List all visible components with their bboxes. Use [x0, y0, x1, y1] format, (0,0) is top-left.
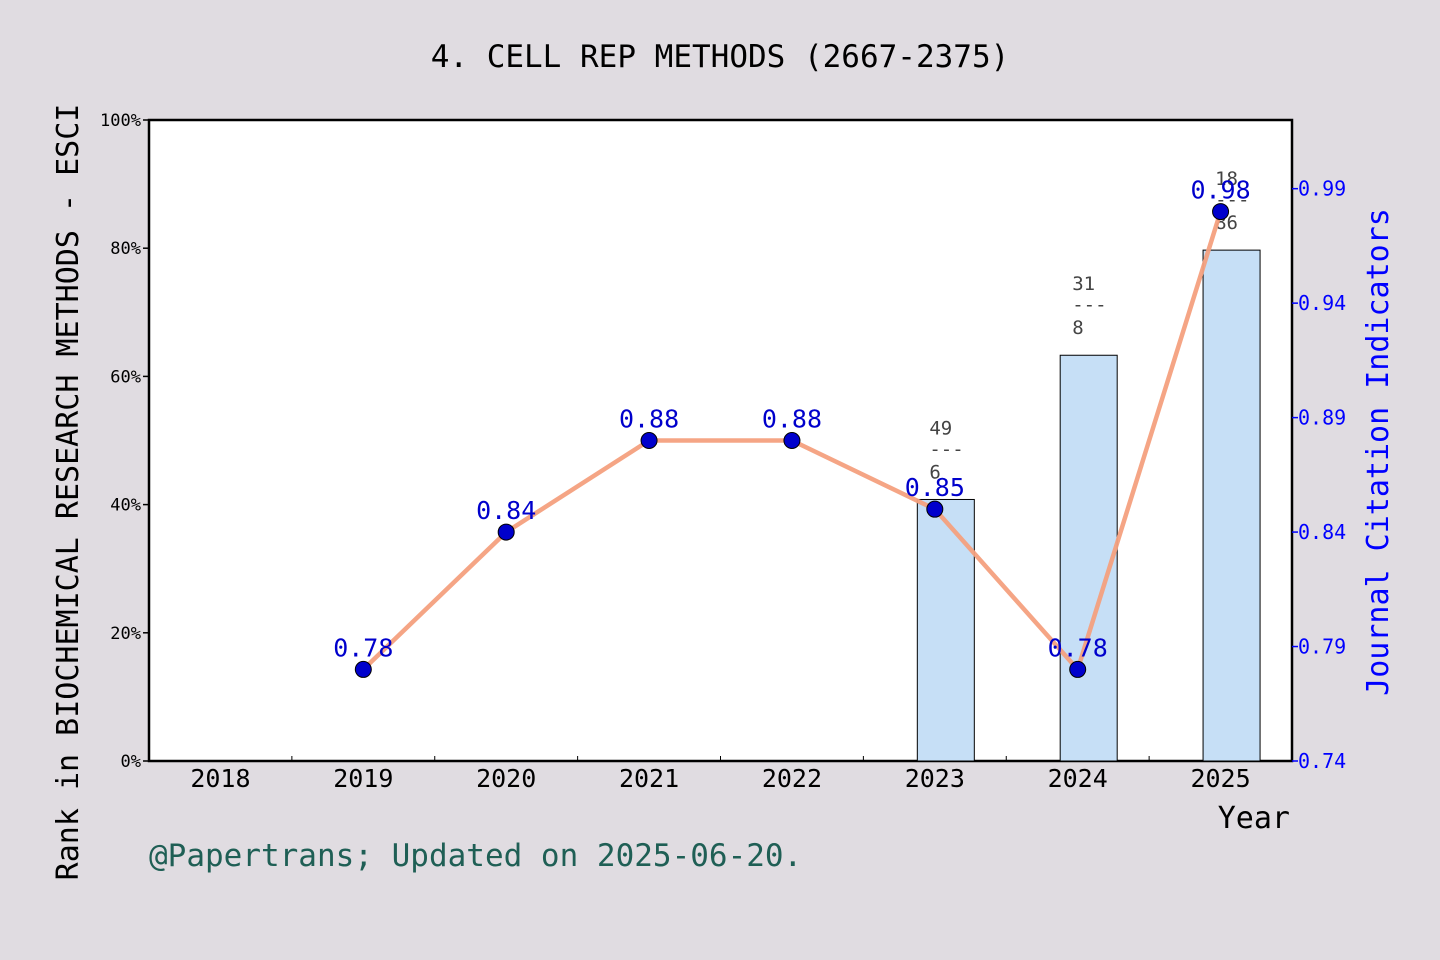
x-axis-tick-label: 2020: [476, 764, 536, 793]
rank-label-bottom: 6: [929, 461, 940, 483]
jci-marker-2023: [926, 500, 944, 518]
y-axis-label-left: Rank in BIOCHEMICAL RESEARCH METHODS - E…: [51, 104, 86, 881]
left-axis: 0% 20% 40% 60% 80% 100%: [100, 111, 149, 772]
jci-value-label: 0.98: [1190, 176, 1250, 205]
right-axis-tick-label: 0.94: [1298, 291, 1346, 315]
rank-label-top: 31: [1072, 273, 1095, 295]
jci-value-label: 0.88: [762, 405, 822, 434]
line-layer: 0.78 0.84 0.88 0.88 0.85 0.78 0.98: [333, 176, 1251, 678]
rank-label-bottom: 8: [1072, 317, 1083, 339]
x-axis-tick-label: 2019: [333, 764, 393, 793]
left-axis-tick-label: 20%: [110, 624, 141, 644]
bar-2025: [1202, 249, 1261, 762]
jci-marker-2022: [783, 432, 801, 449]
jci-value-label: 0.78: [333, 633, 393, 662]
x-axis: 2018 2019 2020 2021 2022 2023 2024 2025: [190, 756, 1251, 793]
jci-marker-2024: [1069, 660, 1087, 678]
x-axis-tick-label: 2018: [190, 764, 250, 793]
x-axis-label: Year: [1218, 801, 1290, 836]
left-axis-tick-label: 100%: [100, 111, 141, 131]
right-axis: 0.74 0.79 0.84 0.89 0.94 0.99: [1292, 177, 1346, 773]
right-axis-tick-label: 0.89: [1298, 406, 1346, 430]
right-axis-tick-label: 0.99: [1298, 177, 1346, 201]
jci-value-label: 0.88: [619, 405, 679, 434]
left-axis-tick-label: 40%: [110, 496, 141, 516]
jci-value-label: 0.84: [476, 496, 536, 525]
rank-label-top: 49: [929, 417, 952, 439]
jci-marker-2021: [640, 432, 658, 449]
x-axis-tick-label: 2024: [1048, 764, 1108, 793]
x-axis-tick-label: 2021: [619, 764, 679, 793]
right-axis-tick-label: 0.74: [1298, 749, 1346, 773]
jci-marker-2019: [354, 660, 372, 678]
right-axis-tick-label: 0.79: [1298, 635, 1346, 659]
jci-marker-2020: [497, 523, 515, 541]
x-axis-tick-label: 2023: [905, 764, 965, 793]
left-axis-tick-label: 80%: [110, 239, 141, 259]
left-axis-tick-label: 60%: [110, 367, 141, 387]
jci-value-label: 0.78: [1048, 633, 1108, 662]
rank-label-top: 18: [1215, 168, 1238, 190]
rank-label-separator: ---: [929, 438, 963, 460]
bar-2023: [916, 498, 975, 762]
left-axis-tick-label: 0%: [121, 752, 141, 772]
jci-value-label: 0.85: [905, 473, 965, 502]
x-axis-tick-label: 2025: [1190, 764, 1250, 793]
chart-title: 4. CELL REP METHODS (2667-2375): [431, 39, 1010, 75]
jci-marker-2025: [1212, 203, 1230, 221]
x-axis-tick-label: 2022: [762, 764, 822, 793]
y-axis-label-right: Journal Citation Indicators: [1361, 208, 1396, 696]
right-axis-tick-label: 0.84: [1298, 520, 1346, 544]
footer-note: @Papertrans; Updated on 2025-06-20.: [149, 838, 802, 874]
bars-layer: 49---631---818---86: [916, 168, 1261, 762]
rank-label-separator: ---: [1072, 294, 1106, 316]
bar-2024: [1059, 354, 1118, 762]
